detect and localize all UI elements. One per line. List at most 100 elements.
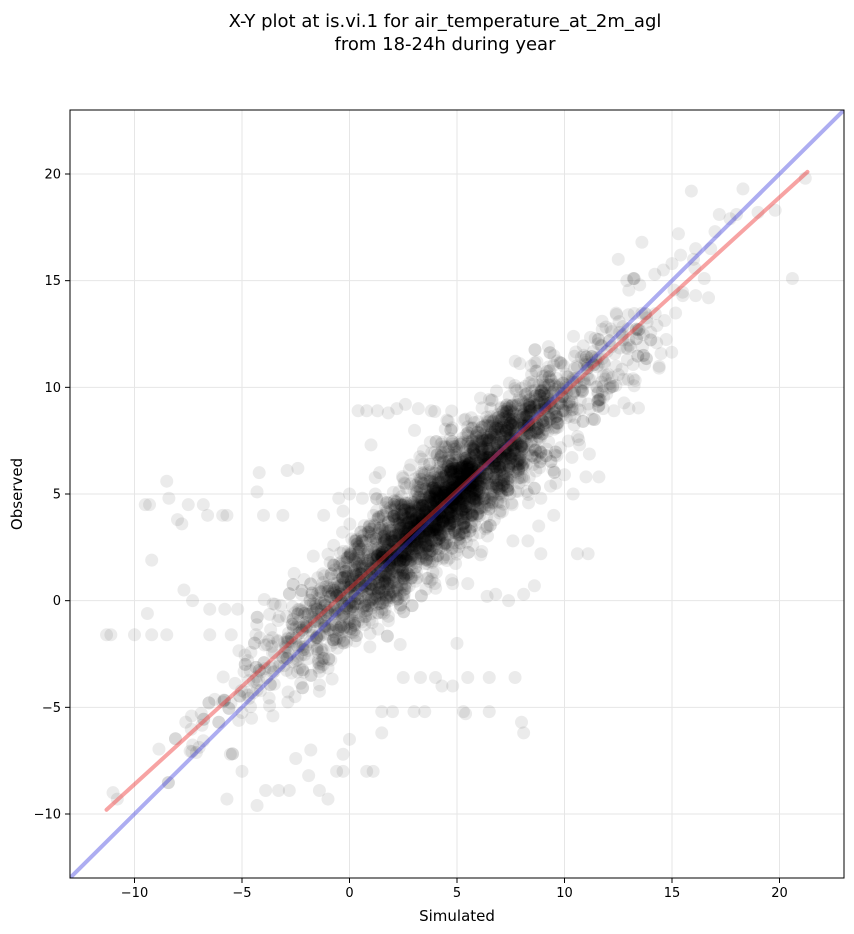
scatter-point — [415, 514, 429, 528]
scatter-point — [559, 411, 573, 425]
scatter-point — [461, 458, 475, 472]
scatter-point — [419, 553, 433, 567]
scatter-point — [299, 620, 313, 634]
scatter-point — [410, 541, 424, 555]
scatter-point — [530, 364, 544, 378]
scatter-point — [419, 541, 433, 555]
scatter-point — [520, 408, 534, 422]
scatter-point — [547, 420, 561, 434]
scatter-point — [517, 587, 531, 601]
scatter-point — [504, 402, 518, 416]
scatter-point — [454, 492, 468, 506]
scatter-point — [436, 488, 450, 502]
scatter-point — [490, 467, 504, 481]
scatter-point — [451, 502, 465, 516]
scatter-point — [367, 518, 381, 532]
scatter-point — [201, 508, 215, 522]
scatter-point — [475, 431, 489, 445]
scatter-point — [517, 434, 531, 448]
scatter-point — [527, 377, 541, 391]
scatter-point — [387, 548, 401, 562]
scatter-point — [342, 596, 356, 610]
scatter-point — [340, 583, 354, 597]
scatter-point — [532, 403, 546, 417]
scatter-point — [424, 465, 438, 479]
scatter-point — [417, 502, 431, 516]
scatter-point — [265, 631, 279, 645]
scatter-point — [223, 747, 237, 761]
scatter-point — [514, 454, 528, 468]
scatter-point — [520, 437, 534, 451]
scatter-point — [535, 383, 549, 397]
scatter-point — [530, 449, 544, 463]
scatter-point — [370, 504, 384, 518]
scatter-point — [356, 602, 370, 616]
scatter-point — [605, 371, 619, 385]
scatter-point — [439, 519, 453, 533]
scatter-point — [494, 402, 508, 416]
scatter-point — [322, 623, 336, 637]
scatter-point — [281, 695, 295, 709]
scatter-point — [322, 652, 336, 666]
scatter-point — [423, 471, 437, 485]
scatter-point — [351, 592, 365, 606]
scatter-point — [532, 378, 546, 392]
scatter-point — [468, 477, 482, 491]
scatter-point — [350, 561, 364, 575]
scatter-point — [426, 565, 440, 579]
scatter-point — [314, 603, 328, 617]
scatter-point — [419, 538, 433, 552]
scatter-point — [325, 672, 339, 686]
scatter-point — [452, 492, 466, 506]
scatter-point — [388, 512, 402, 526]
scatter-point — [433, 491, 447, 505]
scatter-point — [387, 535, 401, 549]
scatter-point — [406, 519, 420, 533]
scatter-point — [420, 519, 434, 533]
scatter-point — [516, 432, 530, 446]
scatter-point — [500, 437, 514, 451]
scatter-point — [372, 523, 386, 537]
scatter-point — [392, 517, 406, 531]
scatter-point — [423, 526, 437, 540]
scatter-point — [459, 443, 473, 457]
scatter-point — [636, 340, 650, 354]
scatter-point — [665, 345, 679, 359]
scatter-point — [654, 347, 668, 361]
scatter-point — [495, 449, 509, 463]
scatter-point — [303, 620, 317, 634]
scatter-point — [458, 473, 472, 487]
scatter-point — [355, 491, 369, 505]
scatter-point — [298, 606, 312, 620]
scatter-point — [426, 507, 440, 521]
scatter-point — [252, 466, 266, 480]
scatter-point — [437, 510, 451, 524]
scatter-point — [328, 604, 342, 618]
scatter-point — [444, 478, 458, 492]
scatter-point — [426, 467, 440, 481]
scatter-point — [336, 636, 350, 650]
scatter-point — [429, 581, 443, 595]
scatter-point — [530, 415, 544, 429]
scatter-point — [386, 485, 400, 499]
scatter-point — [492, 457, 506, 471]
scatter-point — [439, 496, 453, 510]
scatter-point — [449, 448, 463, 462]
scatter-point — [508, 447, 522, 461]
scatter-point — [446, 492, 460, 506]
scatter-point — [549, 410, 563, 424]
scatter-point — [218, 602, 232, 616]
scatter-point — [573, 438, 587, 452]
scatter-point — [512, 410, 526, 424]
scatter-point — [486, 481, 500, 495]
scatter-point — [501, 420, 515, 434]
scatter-point — [502, 404, 516, 418]
scatter-point — [447, 497, 461, 511]
scatter-point — [566, 402, 580, 416]
scatter-point — [446, 679, 460, 693]
scatter-point — [499, 466, 513, 480]
scatter-point — [385, 562, 399, 576]
scatter-point — [469, 491, 483, 505]
scatter-point — [486, 414, 500, 428]
scatter-point — [493, 447, 507, 461]
